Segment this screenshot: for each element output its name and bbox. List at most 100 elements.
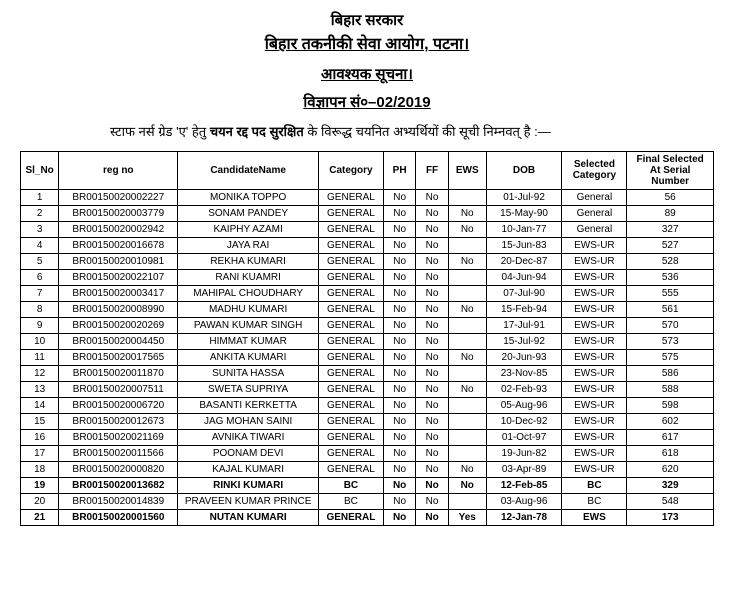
cell-name: KAIPHY AZAMI xyxy=(178,221,319,237)
cell-final: 173 xyxy=(627,509,714,525)
cell-cat: BC xyxy=(318,477,383,493)
cell-ph: No xyxy=(383,237,415,253)
cell-dob: 04-Jun-94 xyxy=(486,269,562,285)
cell-ff: No xyxy=(416,221,448,237)
cell-ff: No xyxy=(416,237,448,253)
cell-name: JAG MOHAN SAINI xyxy=(178,413,319,429)
cell-name: SONAM PANDEY xyxy=(178,205,319,221)
cell-cat: GENERAL xyxy=(318,365,383,381)
cell-name: MADHU KUMARI xyxy=(178,301,319,317)
cell-ews: No xyxy=(448,461,486,477)
cell-name: MONIKA TOPPO xyxy=(178,189,319,205)
cell-final: 617 xyxy=(627,429,714,445)
cell-dob: 19-Jun-82 xyxy=(486,445,562,461)
cell-sl: 7 xyxy=(21,285,59,301)
cell-dob: 01-Oct-97 xyxy=(486,429,562,445)
cell-reg: BR00150020002227 xyxy=(59,189,178,205)
cell-selcat: EWS-UR xyxy=(562,269,627,285)
cell-dob: 20-Jun-93 xyxy=(486,349,562,365)
col-ews: EWS xyxy=(448,151,486,189)
cell-cat: GENERAL xyxy=(318,237,383,253)
cell-cat: GENERAL xyxy=(318,221,383,237)
cell-ff: No xyxy=(416,285,448,301)
cell-sl: 12 xyxy=(21,365,59,381)
cell-reg: BR00150020017565 xyxy=(59,349,178,365)
cell-ews: No xyxy=(448,349,486,365)
col-dob: DOB xyxy=(486,151,562,189)
cell-final: 602 xyxy=(627,413,714,429)
cell-selcat: EWS-UR xyxy=(562,317,627,333)
cell-dob: 15-May-90 xyxy=(486,205,562,221)
cell-reg: BR00150020021169 xyxy=(59,429,178,445)
col-sl: Sl_No xyxy=(21,151,59,189)
cell-name: NUTAN KUMARI xyxy=(178,509,319,525)
cell-ews xyxy=(448,237,486,253)
cell-dob: 02-Feb-93 xyxy=(486,381,562,397)
cell-ff: No xyxy=(416,189,448,205)
cell-ph: No xyxy=(383,317,415,333)
cell-ph: No xyxy=(383,205,415,221)
table-row: 5BR00150020010981REKHA KUMARIGENERALNoNo… xyxy=(21,253,714,269)
col-ff: FF xyxy=(416,151,448,189)
cell-selcat: EWS-UR xyxy=(562,285,627,301)
cell-cat: GENERAL xyxy=(318,333,383,349)
cell-selcat: EWS-UR xyxy=(562,349,627,365)
cell-name: KAJAL KUMARI xyxy=(178,461,319,477)
cell-dob: 17-Jul-91 xyxy=(486,317,562,333)
table-row: 17BR00150020011566POONAM DEVIGENERALNoNo… xyxy=(21,445,714,461)
cell-ff: No xyxy=(416,317,448,333)
cell-sl: 9 xyxy=(21,317,59,333)
cell-sl: 17 xyxy=(21,445,59,461)
table-row: 9BR00150020020269PAWAN KUMAR SINGHGENERA… xyxy=(21,317,714,333)
col-ph: PH xyxy=(383,151,415,189)
cell-ews xyxy=(448,365,486,381)
cell-selcat: EWS-UR xyxy=(562,429,627,445)
notice-title: आवश्यक सूचना। xyxy=(20,64,714,84)
cell-ff: No xyxy=(416,493,448,509)
table-row: 15BR00150020012673JAG MOHAN SAINIGENERAL… xyxy=(21,413,714,429)
cell-selcat: EWS xyxy=(562,509,627,525)
table-row: 1BR00150020002227MONIKA TOPPOGENERALNoNo… xyxy=(21,189,714,205)
document-header: बिहार सरकार बिहार तकनीकी सेवा आयोग, पटना… xyxy=(20,10,714,112)
table-row: 6BR00150020022107RANI KUAMRIGENERALNoNo0… xyxy=(21,269,714,285)
cell-cat: GENERAL xyxy=(318,317,383,333)
cell-reg: BR00150020004450 xyxy=(59,333,178,349)
cell-ews: No xyxy=(448,301,486,317)
table-row: 13BR00150020007511SWETA SUPRIYAGENERALNo… xyxy=(21,381,714,397)
cell-cat: GENERAL xyxy=(318,413,383,429)
cell-ff: No xyxy=(416,477,448,493)
cell-name: POONAM DEVI xyxy=(178,445,319,461)
cell-dob: 03-Aug-96 xyxy=(486,493,562,509)
cell-reg: BR00150020003779 xyxy=(59,205,178,221)
cell-ews xyxy=(448,493,486,509)
cell-sl: 15 xyxy=(21,413,59,429)
table-row: 7BR00150020003417MAHIPAL CHOUDHARYGENERA… xyxy=(21,285,714,301)
cell-ff: No xyxy=(416,413,448,429)
gov-title: बिहार सरकार xyxy=(20,10,714,30)
cell-ff: No xyxy=(416,253,448,269)
cell-ph: No xyxy=(383,397,415,413)
cell-name: PAWAN KUMAR SINGH xyxy=(178,317,319,333)
cell-ph: No xyxy=(383,333,415,349)
cell-name: SWETA SUPRIYA xyxy=(178,381,319,397)
cell-sl: 16 xyxy=(21,429,59,445)
intro-text: स्टाफ नर्स ग्रेड 'ए' हेतु चयन रद्द पद सु… xyxy=(20,122,714,143)
cell-ff: No xyxy=(416,205,448,221)
cell-ph: No xyxy=(383,429,415,445)
candidate-table: Sl_No reg no CandidateName Category PH F… xyxy=(20,151,714,526)
cell-ews: No xyxy=(448,253,486,269)
cell-final: 561 xyxy=(627,301,714,317)
cell-ff: No xyxy=(416,509,448,525)
cell-selcat: BC xyxy=(562,477,627,493)
cell-ff: No xyxy=(416,365,448,381)
cell-selcat: EWS-UR xyxy=(562,237,627,253)
cell-selcat: EWS-UR xyxy=(562,397,627,413)
cell-cat: GENERAL xyxy=(318,269,383,285)
cell-reg: BR00150020012673 xyxy=(59,413,178,429)
cell-ews xyxy=(448,397,486,413)
cell-reg: BR00150020002942 xyxy=(59,221,178,237)
table-row: 18BR00150020000820KAJAL KUMARIGENERALNoN… xyxy=(21,461,714,477)
cell-cat: GENERAL xyxy=(318,205,383,221)
cell-ph: No xyxy=(383,189,415,205)
cell-ph: No xyxy=(383,365,415,381)
